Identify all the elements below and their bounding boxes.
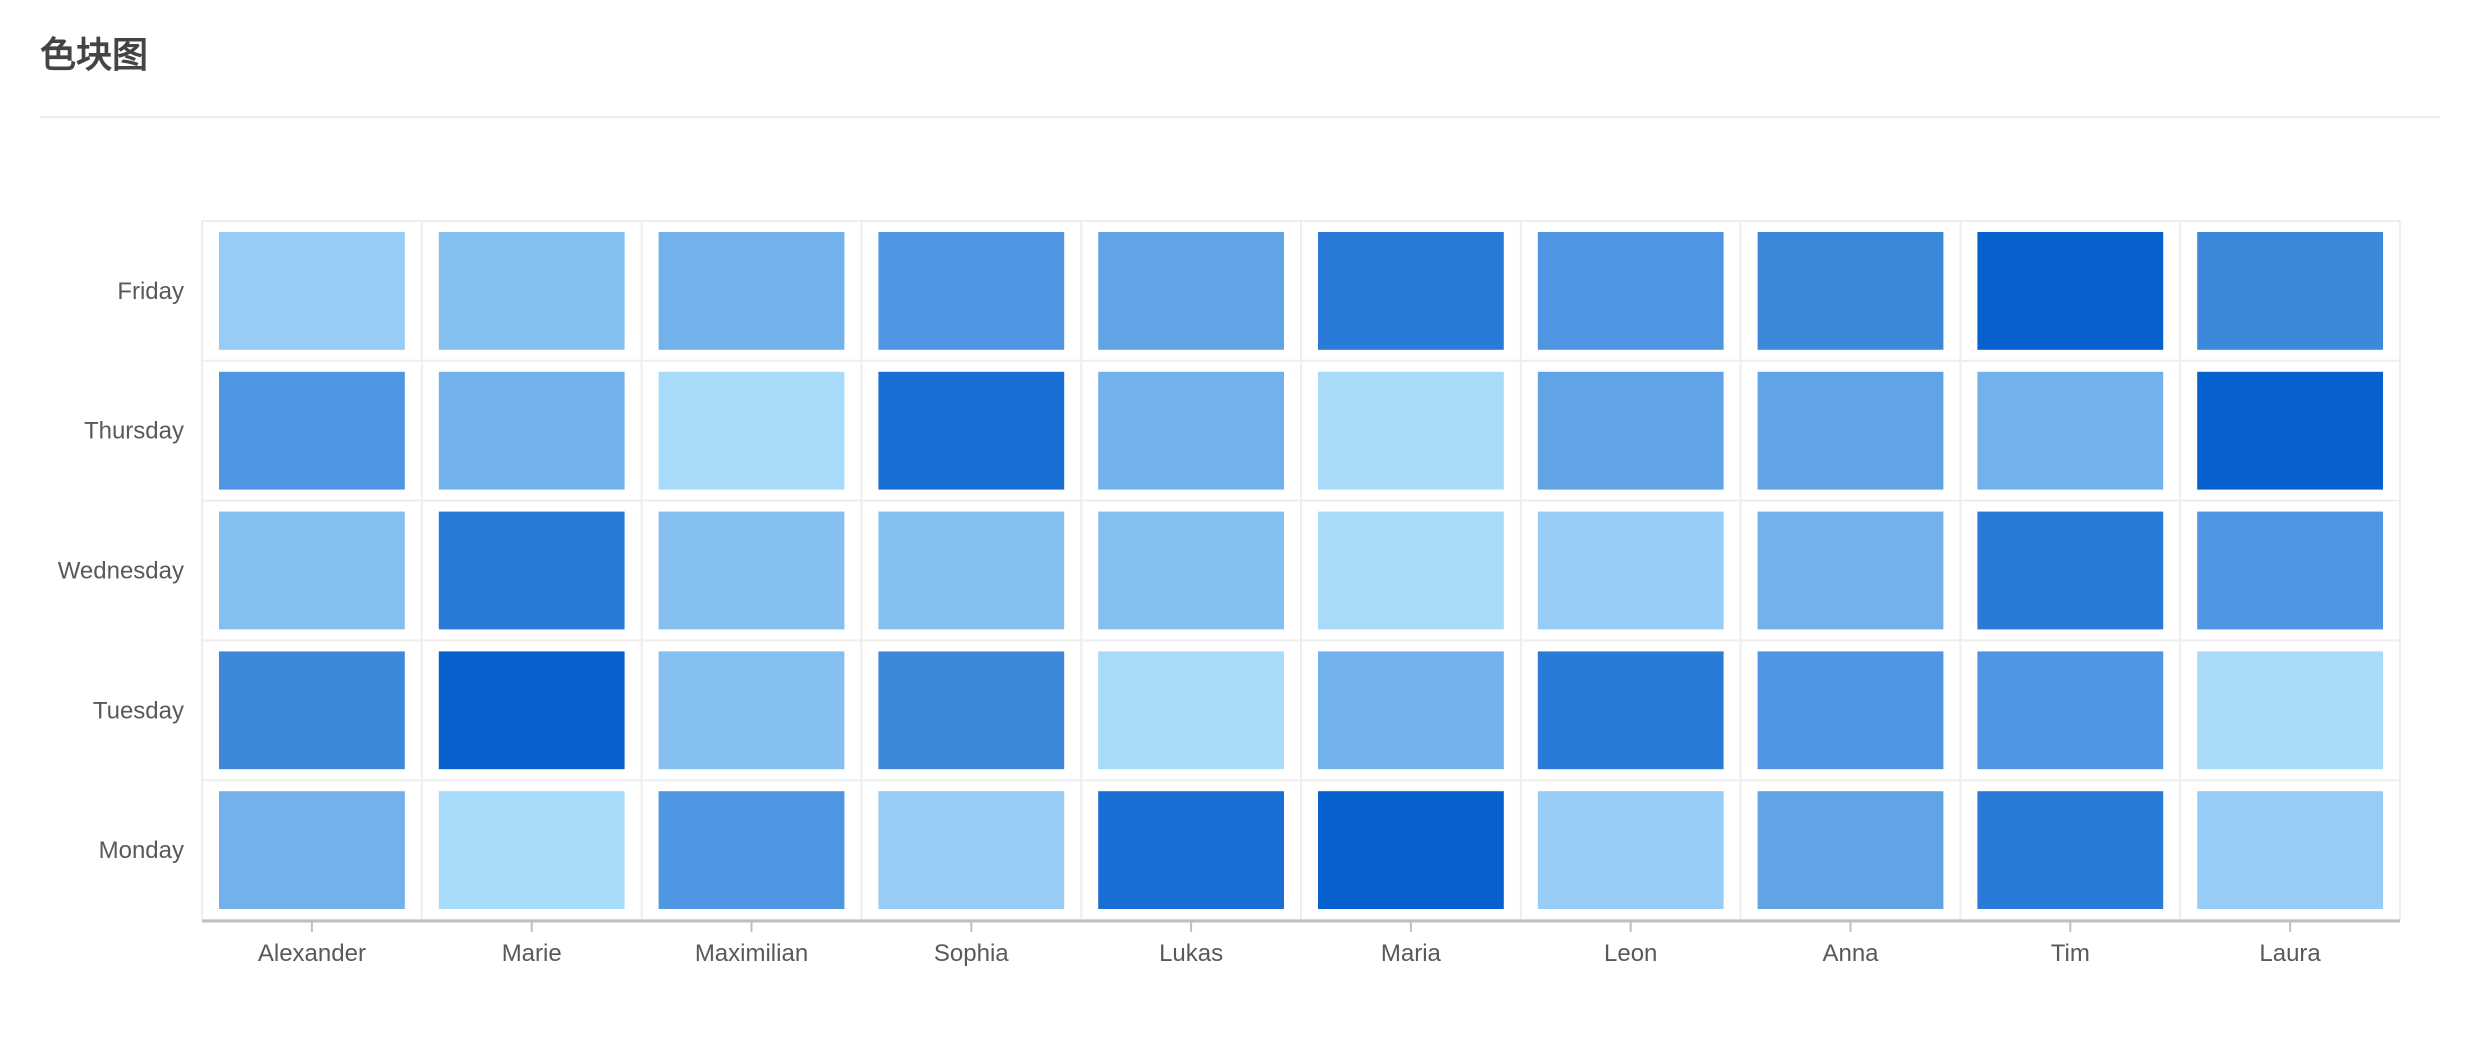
x-tick-label: Laura — [2259, 940, 2321, 967]
heatmap-cell[interactable]: Laura / Wednesday: 60 — [2197, 511, 2383, 630]
x-tick-label: Lukas — [1159, 940, 1223, 967]
heatmap-cell[interactable]: Lukas / Wednesday: 30 — [1098, 511, 1284, 630]
heatmap-cell[interactable]: Anna / Wednesday: 40 — [1757, 511, 1944, 630]
heatmap-cell[interactable]: Maximilian / Tuesday: 30 — [658, 651, 845, 770]
heatmap-cell[interactable]: Maria / Friday: 80 — [1318, 232, 1504, 350]
heatmap-cell[interactable]: Alexander / Thursday: 60 — [219, 371, 405, 490]
heatmap-cell[interactable]: Sophia / Thursday: 90 — [878, 371, 1065, 490]
heatmap-cell[interactable]: Marie / Monday: 10 — [438, 791, 625, 909]
heatmap-cell[interactable]: Maria / Wednesday: 10 — [1318, 511, 1504, 630]
heatmap-cell[interactable]: Laura / Monday: 20 — [2197, 791, 2383, 909]
heatmap-cell[interactable]: Tim / Thursday: 40 — [1977, 371, 2164, 490]
heatmap-cell[interactable]: Sophia / Monday: 20 — [878, 791, 1065, 909]
heatmap-cell[interactable]: Tim / Monday: 80 — [1977, 791, 2164, 909]
heatmap-cell[interactable]: Alexander / Monday: 40 — [219, 791, 405, 909]
heatmap-cell[interactable]: Lukas / Friday: 50 — [1098, 232, 1284, 350]
y-tick-label: Friday — [117, 278, 184, 305]
heatmap-cell[interactable]: Tim / Friday: 100 — [1977, 232, 2164, 350]
x-tick-label: Sophia — [934, 940, 1009, 967]
heatmap-cell[interactable]: Anna / Monday: 50 — [1757, 791, 1944, 909]
x-tick-label: Leon — [1604, 940, 1657, 967]
heatmap-cell[interactable]: Maria / Monday: 100 — [1318, 791, 1504, 909]
heatmap-cell[interactable]: Leon / Monday: 20 — [1537, 791, 1724, 909]
x-tick-label: Maria — [1381, 940, 1442, 967]
heatmap-cell[interactable]: Maximilian / Wednesday: 30 — [658, 511, 845, 630]
y-tick-label: Thursday — [84, 418, 184, 445]
page-title: 色块图 — [40, 35, 149, 76]
heatmap-cell[interactable]: Maximilian / Friday: 40 — [658, 232, 845, 350]
heatmap-cell[interactable]: Tim / Tuesday: 60 — [1977, 651, 2164, 770]
heatmap-cell[interactable]: Maximilian / Thursday: 10 — [658, 371, 845, 490]
heatmap-cell[interactable]: Anna / Tuesday: 60 — [1757, 651, 1944, 770]
y-tick-label: Wednesday — [58, 558, 184, 585]
heatmap-cell[interactable]: Maria / Tuesday: 40 — [1318, 651, 1504, 770]
x-tick-label: Maximilian — [695, 940, 808, 967]
heatmap-cell[interactable]: Marie / Tuesday: 100 — [438, 651, 625, 770]
heatmap-cell[interactable]: Maximilian / Monday: 60 — [658, 791, 845, 909]
heatmap-cell[interactable]: Lukas / Thursday: 40 — [1098, 371, 1284, 490]
y-tick-label: Monday — [99, 837, 184, 864]
x-tick-label: Anna — [1822, 940, 1879, 967]
heatmap-cell[interactable]: Marie / Thursday: 40 — [438, 371, 625, 490]
heatmap-cell[interactable]: Leon / Wednesday: 20 — [1537, 511, 1724, 630]
x-tick-label: Marie — [502, 940, 562, 967]
heatmap-cell[interactable]: Alexander / Friday: 20 — [219, 232, 405, 350]
page-header: 色块图 — [40, 0, 2440, 118]
heatmap-cell[interactable]: Maria / Thursday: 10 — [1318, 371, 1504, 490]
heatmap-cell[interactable]: Laura / Tuesday: 10 — [2197, 651, 2383, 770]
heatmap-cell[interactable]: Sophia / Tuesday: 70 — [878, 651, 1065, 770]
heatmap-cell[interactable]: Lukas / Tuesday: 10 — [1098, 651, 1284, 770]
heatmap-cell[interactable]: Sophia / Wednesday: 30 — [878, 511, 1065, 630]
y-tick-label: Tuesday — [93, 697, 184, 724]
heatmap-cell[interactable]: Leon / Friday: 60 — [1537, 232, 1724, 350]
heatmap-cell[interactable]: Tim / Wednesday: 80 — [1977, 511, 2164, 630]
heatmap-cell[interactable]: Anna / Friday: 70 — [1757, 232, 1944, 350]
heatmap-cell[interactable]: Alexander / Wednesday: 30 — [219, 511, 405, 630]
heatmap-cell[interactable]: Laura / Friday: 70 — [2197, 232, 2383, 350]
heatmap-cell[interactable]: Alexander / Tuesday: 70 — [219, 651, 405, 770]
heatmap-cell[interactable]: Marie / Friday: 30 — [438, 232, 625, 350]
heatmap-cell[interactable]: Leon / Tuesday: 80 — [1537, 651, 1724, 770]
x-tick-label: Tim — [2051, 940, 2090, 967]
heatmap-cell[interactable]: Sophia / Friday: 60 — [878, 232, 1065, 350]
heatmap-cell[interactable]: Anna / Thursday: 50 — [1757, 371, 1944, 490]
heatmap-cell[interactable]: Marie / Wednesday: 80 — [438, 511, 625, 630]
heatmap-cell[interactable]: Lukas / Monday: 90 — [1098, 791, 1284, 909]
x-tick-label: Alexander — [258, 940, 366, 967]
heatmap-cell[interactable]: Leon / Thursday: 50 — [1537, 371, 1724, 490]
heatmap-cell[interactable]: Laura / Thursday: 100 — [2197, 371, 2383, 490]
